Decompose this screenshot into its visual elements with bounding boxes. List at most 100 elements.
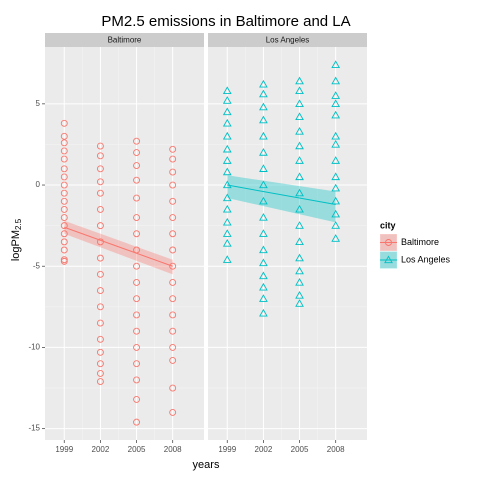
- point: [259, 271, 268, 280]
- point: [295, 299, 304, 307]
- point: [96, 165, 104, 173]
- point: [295, 112, 304, 120]
- point: [222, 167, 232, 176]
- point: [60, 257, 68, 265]
- point: [60, 147, 68, 155]
- x-tick-label: 1999: [218, 445, 236, 454]
- legend-label: Baltimore: [401, 237, 439, 247]
- point: [96, 319, 104, 327]
- point: [259, 245, 268, 254]
- point: [60, 197, 68, 205]
- point: [169, 155, 177, 163]
- point: [331, 131, 341, 140]
- point: [133, 343, 140, 351]
- point: [96, 254, 104, 262]
- point: [259, 89, 268, 98]
- point: [133, 214, 140, 221]
- point: [96, 189, 104, 197]
- point: [259, 229, 268, 237]
- point: [222, 107, 232, 116]
- point: [331, 76, 341, 85]
- point: [96, 205, 104, 213]
- point: [222, 238, 232, 247]
- point: [169, 356, 177, 364]
- point: [169, 168, 177, 176]
- fit-line: [227, 184, 336, 206]
- point: [60, 173, 68, 181]
- y-tick-label: -15: [28, 424, 40, 433]
- y-tick-label: -10: [28, 343, 40, 352]
- point: [96, 142, 104, 150]
- point: [331, 156, 341, 164]
- point: [295, 277, 304, 286]
- point: [133, 149, 140, 157]
- point: [295, 204, 304, 213]
- point: [259, 308, 268, 317]
- point: [295, 126, 304, 135]
- point: [133, 262, 140, 270]
- y-tick-label: 0: [36, 180, 41, 189]
- x-tick-label: 2002: [255, 445, 273, 454]
- point: [169, 197, 177, 205]
- point: [169, 214, 177, 221]
- point: [60, 132, 68, 140]
- point: [96, 152, 104, 160]
- point: [384, 255, 393, 264]
- point: [295, 188, 304, 197]
- point: [60, 181, 68, 189]
- point: [133, 360, 140, 368]
- point: [331, 60, 341, 69]
- point: [60, 205, 68, 213]
- point: [60, 246, 68, 254]
- point: [295, 99, 304, 107]
- point: [133, 176, 140, 184]
- x-tick-label: 1999: [55, 445, 73, 454]
- point: [60, 238, 68, 246]
- point: [169, 145, 177, 153]
- point: [222, 118, 232, 127]
- point: [96, 360, 104, 368]
- point: [259, 131, 268, 140]
- point: [295, 76, 304, 85]
- point: [222, 96, 232, 104]
- point: [133, 230, 140, 238]
- point: [169, 311, 177, 319]
- point: [331, 196, 341, 205]
- point: [96, 303, 104, 311]
- point: [96, 348, 104, 356]
- point: [96, 222, 104, 230]
- point: [60, 189, 68, 197]
- point: [169, 230, 177, 238]
- point: [60, 214, 68, 221]
- panel-background: [208, 47, 367, 440]
- point: [96, 270, 104, 278]
- x-tick-label: 2002: [92, 445, 110, 454]
- point: [222, 217, 232, 226]
- legend-label: Los Angeles: [401, 254, 451, 264]
- point: [96, 378, 104, 385]
- point: [96, 287, 104, 295]
- point: [259, 258, 268, 267]
- point: [222, 193, 232, 202]
- point: [133, 418, 140, 426]
- facet-label: Los Angeles: [266, 36, 310, 45]
- point: [133, 376, 140, 384]
- point: [259, 294, 268, 302]
- point: [222, 156, 232, 164]
- y-axis-label-sub: 2.5: [14, 218, 23, 230]
- point: [222, 131, 232, 140]
- point: [133, 295, 140, 303]
- point: [96, 238, 104, 246]
- x-tick-label: 2008: [164, 445, 182, 454]
- point: [222, 204, 232, 213]
- point: [331, 91, 341, 99]
- point: [259, 164, 268, 172]
- point: [96, 369, 104, 377]
- point: [60, 119, 68, 127]
- facet-strip: [45, 33, 204, 47]
- point: [295, 172, 304, 181]
- point: [259, 148, 268, 156]
- point: [259, 79, 268, 88]
- point: [295, 141, 304, 150]
